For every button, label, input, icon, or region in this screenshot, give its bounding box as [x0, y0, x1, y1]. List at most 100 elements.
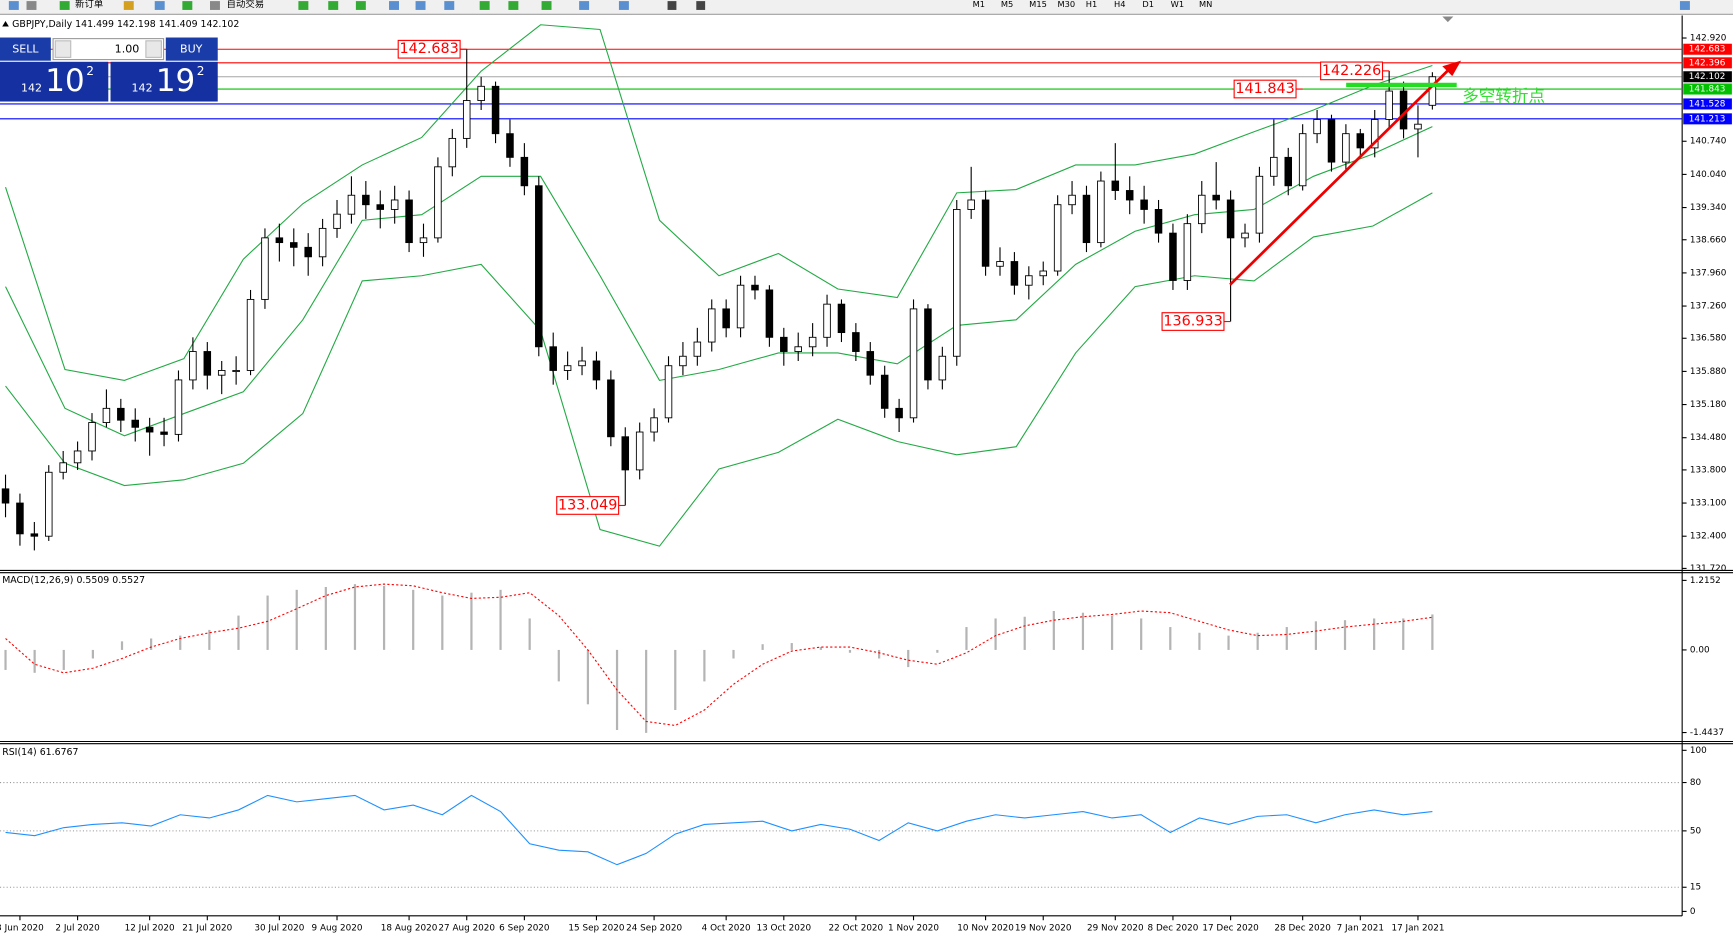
new-order-button[interactable]: 新订单 — [75, 0, 103, 10]
timeframe-button[interactable]: D1 — [1142, 0, 1154, 9]
y-tick-label: 1.2152 — [1690, 576, 1721, 586]
lot-input[interactable] — [52, 38, 165, 61]
icon[interactable] — [355, 1, 366, 10]
y-tick-label: 80 — [1690, 778, 1702, 788]
candle-body — [1284, 156, 1293, 187]
timeframe-button[interactable]: M5 — [1001, 0, 1013, 9]
candle-body — [751, 284, 759, 291]
icon[interactable] — [541, 1, 552, 10]
candle-body — [1327, 119, 1336, 163]
x-tick-label: 27 Aug 2020 — [438, 923, 495, 933]
candle-body — [1140, 199, 1148, 210]
y-tick-label: 139.340 — [1690, 203, 1727, 213]
rsi-pane: 100 80 50 15 0 — [0, 746, 1707, 917]
y-tick-label: 0.00 — [1690, 645, 1710, 655]
callout-label: 141.843 — [1235, 81, 1294, 97]
y-tick-label: 142.920 — [1690, 34, 1727, 44]
timeframe-button[interactable]: W1 — [1171, 0, 1184, 9]
price-level-tag — [1683, 71, 1732, 83]
candle-body — [1010, 261, 1019, 286]
icon[interactable] — [182, 1, 193, 10]
icon[interactable] — [415, 1, 426, 10]
lot-down[interactable] — [54, 40, 72, 58]
icon[interactable] — [618, 1, 629, 10]
icon[interactable] — [328, 1, 339, 10]
callout-box — [397, 39, 461, 59]
timeframe-button[interactable]: H4 — [1114, 0, 1125, 9]
callout-label: 142.683 — [399, 41, 458, 57]
icon[interactable] — [154, 1, 165, 10]
sell-button[interactable] — [0, 37, 51, 61]
y-tick-label: 15 — [1690, 883, 1701, 893]
timeframe-button[interactable]: H1 — [1086, 0, 1097, 9]
candle-body — [852, 332, 860, 352]
icon — [26, 1, 37, 10]
candle-body — [1370, 119, 1379, 149]
buy-label[interactable]: BUY — [180, 43, 203, 56]
icon[interactable] — [209, 1, 220, 10]
timeframe-button[interactable]: MN — [1199, 0, 1212, 9]
sell-price-sup: 2 — [86, 64, 94, 78]
shift-marker — [1442, 16, 1454, 23]
icon[interactable] — [696, 1, 706, 10]
x-tick-label: 2 Jul 2020 — [55, 923, 100, 933]
price-level-tag — [1683, 57, 1732, 69]
candle-body — [102, 407, 111, 423]
sell-label[interactable]: SELL — [12, 43, 39, 56]
candle-body — [462, 100, 471, 139]
icon[interactable] — [298, 1, 309, 10]
price-level-label: 142.102 — [1689, 72, 1726, 82]
candle-body — [895, 407, 903, 419]
price-level-tag — [1683, 98, 1732, 110]
bollinger-upper — [5, 24, 1433, 381]
candle-body — [924, 308, 932, 381]
timeframe-button[interactable]: M30 — [1057, 0, 1075, 9]
buy-price-box[interactable] — [110, 61, 218, 102]
timeframe-button[interactable]: M1 — [973, 0, 985, 9]
icon[interactable] — [667, 1, 677, 10]
candle-body — [1125, 190, 1134, 201]
candle-body — [1183, 223, 1192, 281]
auto-trading-button[interactable]: 自动交易 — [227, 0, 265, 10]
candle-body — [765, 289, 774, 338]
icon[interactable] — [579, 1, 590, 10]
icon[interactable] — [479, 1, 490, 10]
macd-pane: 1.2152 0.00 -1.4437 — [4, 576, 1724, 738]
icon[interactable] — [389, 1, 399, 10]
icon[interactable] — [123, 1, 134, 10]
timeframe-bar: M1 M5 M15 M30 H1 H4 D1 W1 MN — [973, 0, 1213, 9]
pivot-note: 多空转折点 — [1462, 87, 1545, 106]
candle-body — [16, 502, 24, 535]
candle-body — [1414, 123, 1422, 130]
candle-body — [794, 346, 802, 352]
timeframe-button[interactable]: M15 — [1029, 0, 1047, 9]
candle-body — [650, 417, 658, 433]
candle-body — [73, 450, 82, 464]
icon[interactable] — [59, 1, 70, 10]
icon[interactable] — [508, 1, 519, 10]
candle-body — [419, 237, 428, 244]
sell-price-box[interactable] — [0, 61, 109, 102]
price-level-label: 142.683 — [1689, 45, 1726, 55]
candle-body — [232, 370, 240, 373]
x-tick-label: 4 Oct 2020 — [702, 923, 751, 933]
icon[interactable] — [444, 1, 455, 10]
lot-value[interactable]: 1.00 — [115, 43, 140, 56]
price-level-label: 142.396 — [1689, 58, 1726, 68]
chart-area — [0, 15, 1733, 939]
candle-body — [376, 204, 385, 210]
candle-body — [1068, 194, 1076, 206]
chart-title: GBPJPY,Daily 141.499 142.198 141.409 142… — [12, 19, 239, 30]
candle-body — [390, 199, 399, 210]
callout-box — [1320, 61, 1384, 81]
x-tick-label: 8 Dec 2020 — [1148, 923, 1199, 933]
bollinger-lower — [5, 192, 1433, 547]
candle-body — [160, 431, 168, 435]
buy-button[interactable] — [165, 37, 218, 61]
candle-body — [607, 379, 615, 438]
x-tick-label: 7 Jan 2021 — [1337, 923, 1384, 933]
icon[interactable] — [1679, 1, 1690, 10]
lot-up[interactable] — [145, 40, 162, 58]
